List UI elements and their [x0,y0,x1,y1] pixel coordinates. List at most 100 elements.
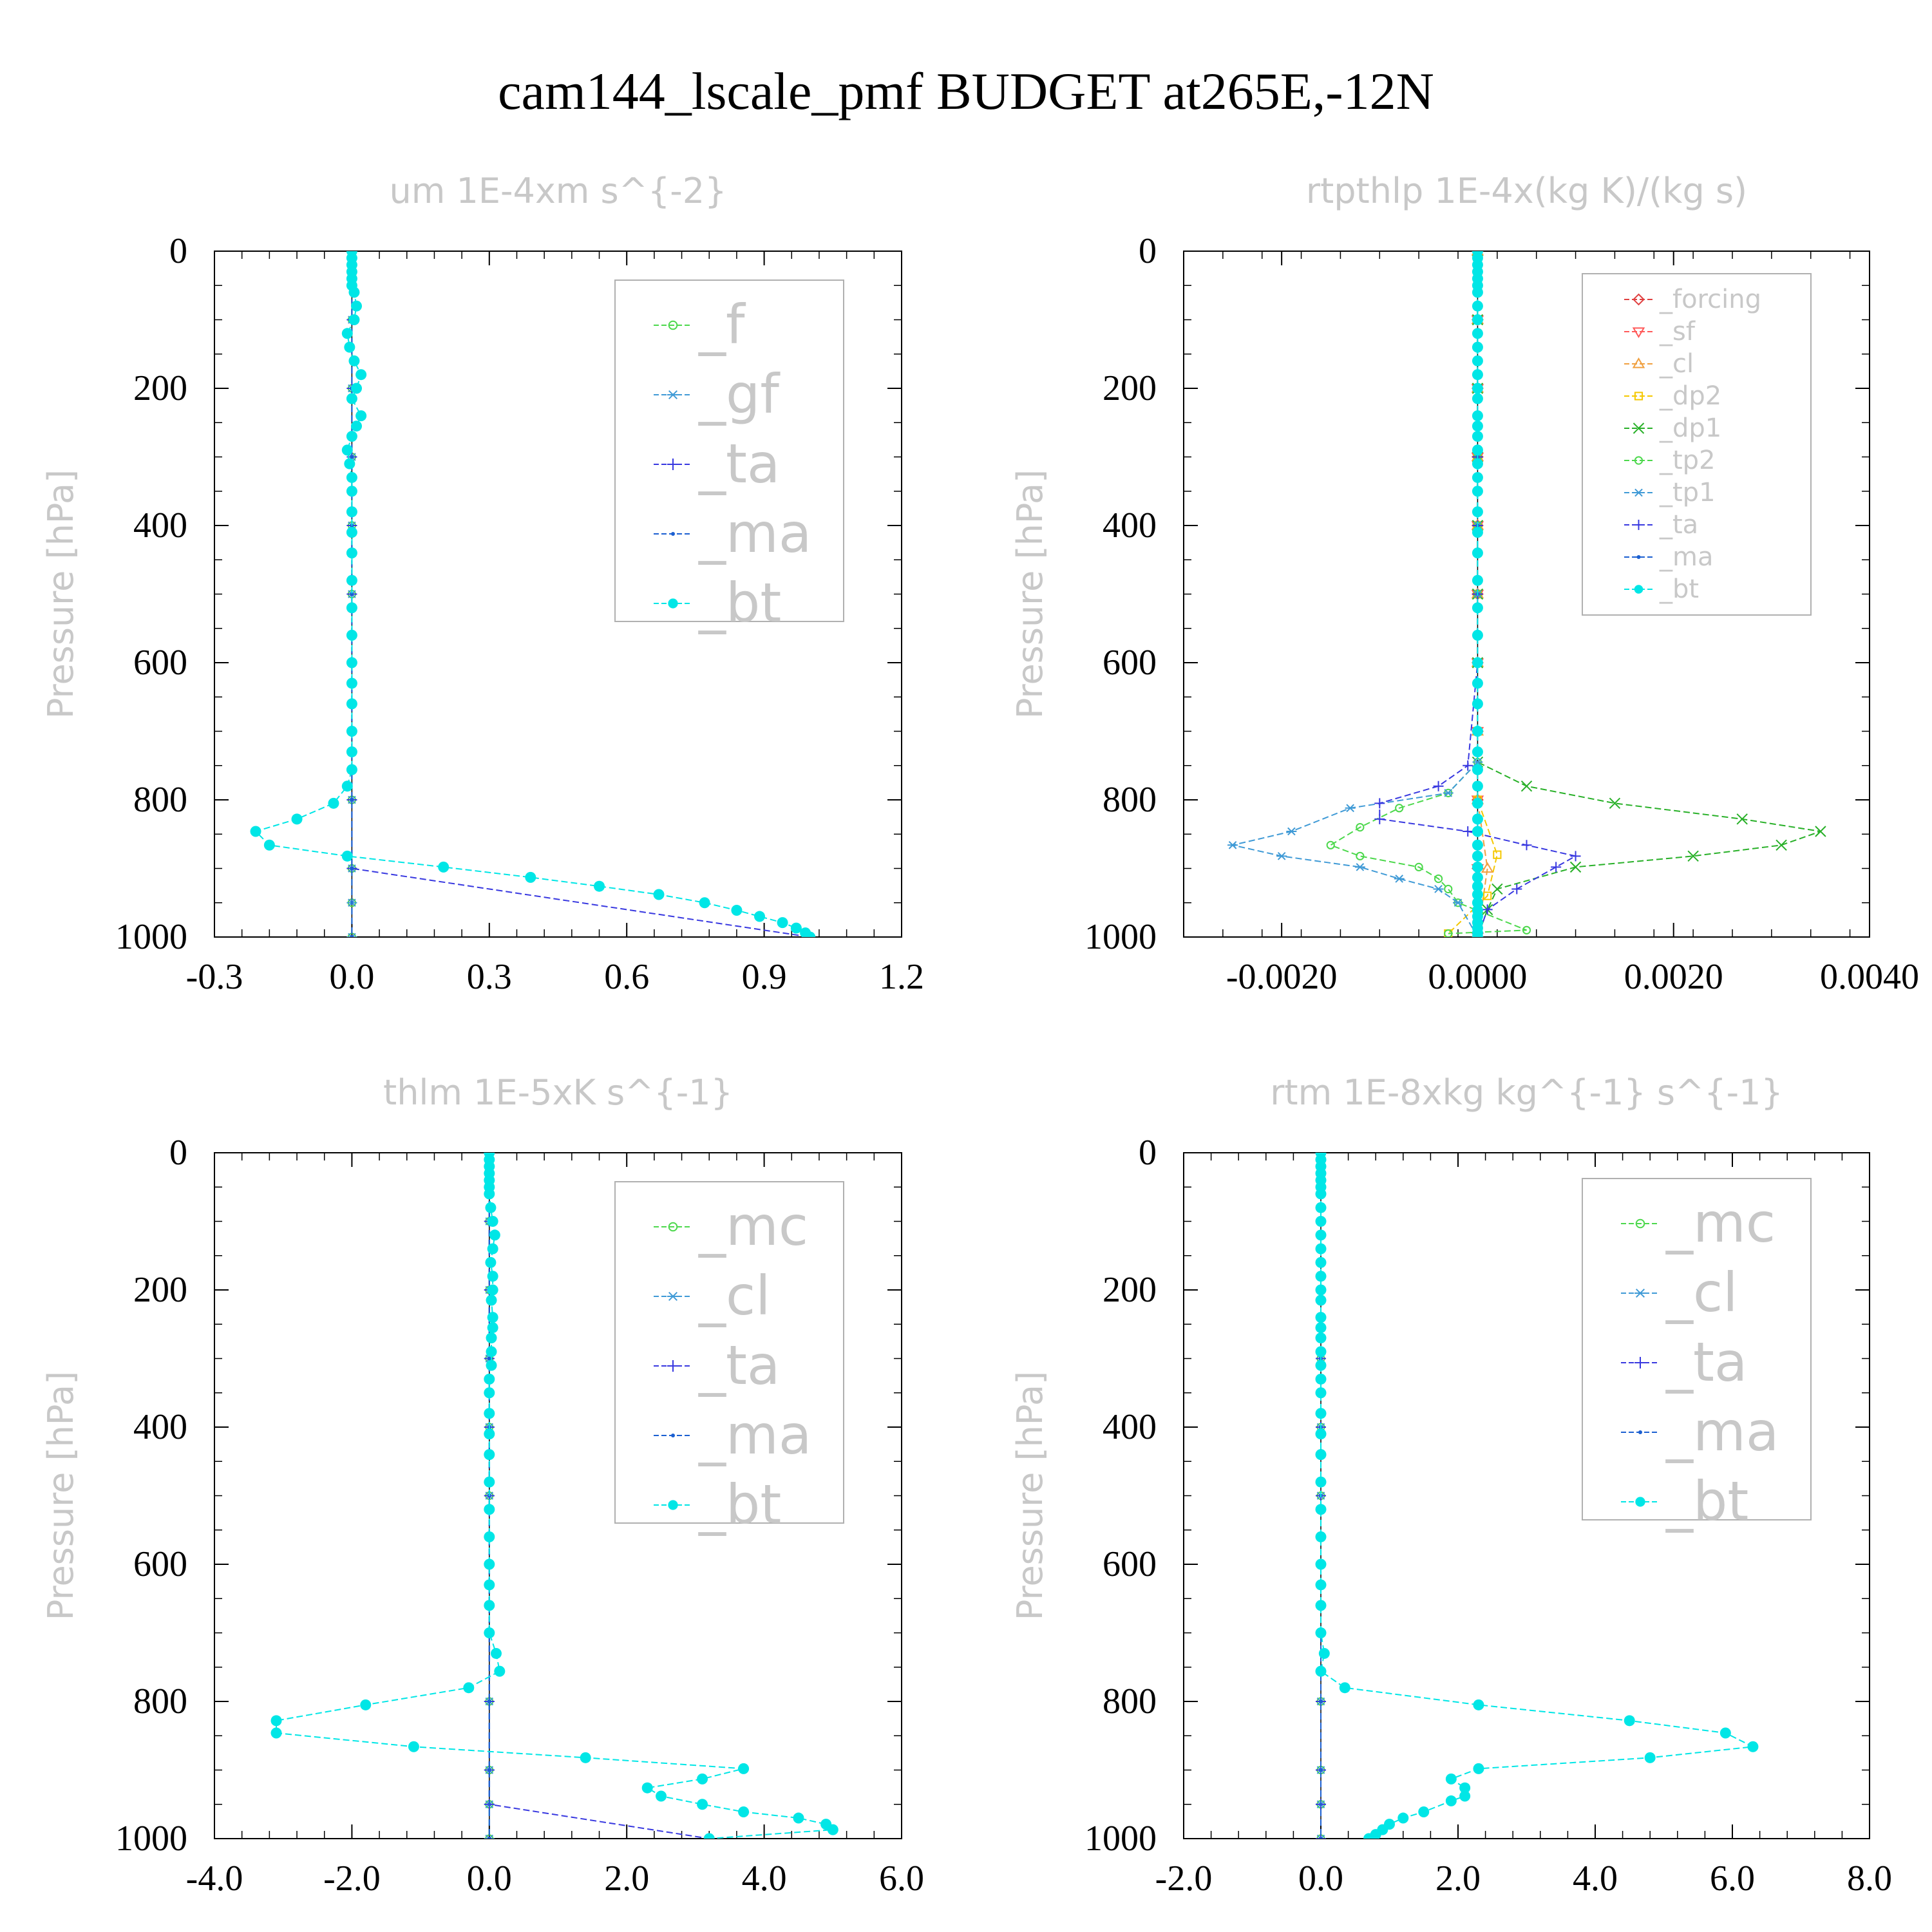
data-point-bt [731,904,743,916]
legend-entry: _f [698,293,746,356]
data-point-bt [1472,300,1483,312]
legend-entry: _bt [698,1473,781,1536]
data-point-bt [1315,1428,1327,1440]
data-point-bt [1472,574,1483,586]
data-point-bt [485,1202,497,1213]
data-point-bt [699,897,710,909]
legend: _forcing _sf _cl_dp2_dp1 _tp2 _tp1 _ta_ma_bt [1582,273,1812,616]
data-point-bt [484,1449,495,1461]
data-point-bt [1472,328,1483,339]
data-point-ta [1551,862,1562,873]
data-point-bt [486,1332,497,1344]
series-line-tp1 [1232,251,1479,937]
y-tick-label: 0 [169,231,187,271]
data-point-bt [1472,314,1483,325]
data-point-bt [1459,1790,1471,1802]
y-tick-label: 600 [133,643,187,683]
legend-marker [1634,585,1643,594]
legend-marker [1633,422,1645,434]
x-tick-label: 0.0040 [1820,957,1919,997]
data-point-bt [484,1408,495,1419]
data-point-bt [346,602,357,614]
data-point-ma [487,1768,491,1772]
data-point-bt [484,1428,495,1440]
data-layer [1227,251,1826,937]
x-tick-label: -0.3 [186,957,243,997]
data-point-bt [270,1727,282,1739]
data-point-ma [350,455,354,459]
legend-entry: _ta [698,1334,780,1397]
x-tick-label: 8.0 [1847,1859,1892,1899]
legend-entry: _bt [1665,1470,1748,1533]
data-point-bt [1315,1408,1327,1419]
data-point-bt [346,527,357,538]
data-point-ma [350,866,354,871]
data-point-bt [1472,861,1483,873]
data-point-dp2 [1493,850,1502,859]
data-point-bt [1315,1243,1327,1255]
x-tick-label: 4.0 [742,1859,787,1899]
x-tick-label: -2.0 [1155,1859,1213,1899]
data-point-tp1 [1286,827,1297,836]
data-point-bt [486,1294,497,1306]
y-tick-label: 1000 [1084,1819,1157,1859]
data-point-bt [348,355,360,366]
data-point-bt [793,1812,804,1824]
data-point-bt [487,1243,498,1255]
x-tick-label: 2.0 [1435,1859,1481,1899]
legend-box [1582,1178,1812,1520]
legend-entry: _mc [698,1195,808,1258]
x-tick-label: 1.2 [879,957,924,997]
data-point-bt [487,1271,498,1282]
data-point-bt [346,506,357,518]
x-tick-label: 0.0020 [1624,957,1723,997]
legend-entry: _ma [698,502,811,565]
data-point-bt [341,850,353,862]
legend-marker [667,1291,679,1302]
data-point-bt [1315,1476,1327,1488]
y-tick-label: 400 [133,1407,187,1447]
x-tick-label: 2.0 [604,1859,649,1899]
x-tick-label: -0.0020 [1226,957,1338,997]
data-point-ma [1319,1837,1323,1839]
x-tick-label: -2.0 [323,1859,381,1899]
data-point-bt [1315,1449,1327,1461]
x-tick-label: 6.0 [879,1859,924,1899]
data-point-bt [250,826,261,837]
data-point-dp1 [1569,861,1582,873]
data-point-bt [360,1699,372,1710]
y-tick-label: 600 [1103,643,1157,683]
data-point-bt [1472,880,1483,892]
data-point-cl [1481,862,1494,873]
data-point-gf [346,933,357,937]
legend-marker [1638,1430,1642,1434]
data-point-bt [1644,1752,1656,1763]
y-tick-label: 200 [133,368,187,408]
data-point-ta [1374,798,1385,809]
legend-marker [1634,392,1643,401]
y-tick-label: 400 [1103,1407,1157,1447]
legend-marker [671,1434,675,1437]
legend-box [614,1181,844,1524]
data-point-bt [594,880,605,892]
data-point-ma [350,798,354,802]
data-point-tp2 [1444,929,1453,937]
panel-title: rtm 1E-8xkg kg^{-1} s^{-1} [1270,1072,1783,1113]
data-point-bt [1472,629,1483,641]
data-point-bt [738,1763,750,1774]
data-point-tp1 [1472,758,1483,766]
data-point-bt [1315,1558,1327,1570]
data-point-bt [1472,931,1483,937]
data-point-bt [484,1600,495,1611]
data-point-bt [487,1322,498,1334]
legend-entry: _cl [1665,1261,1738,1324]
y-axis-label: Pressure [hPa] [41,1371,81,1620]
x-tick-label: -4.0 [186,1859,243,1899]
data-point-bt [703,1833,715,1839]
data-point-bt [346,726,357,737]
data-point-bt [1315,1531,1327,1542]
data-point-bt [346,574,357,586]
data-point-bt [653,889,665,900]
y-tick-label: 0 [169,1133,187,1173]
